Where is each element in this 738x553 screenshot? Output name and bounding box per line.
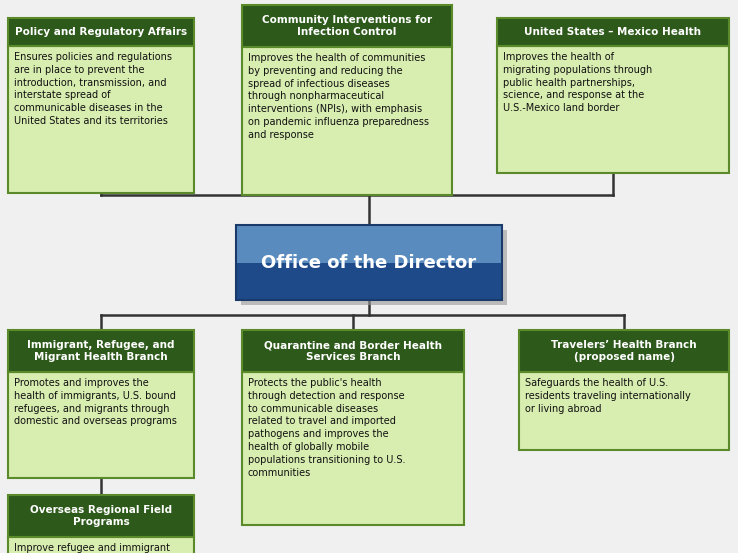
Text: Policy and Regulatory Affairs: Policy and Regulatory Affairs [15, 27, 187, 37]
Bar [236, 225, 502, 263]
Bar [519, 330, 729, 372]
Bar [8, 18, 194, 46]
Text: Immigrant, Refugee, and
Migrant Health Branch: Immigrant, Refugee, and Migrant Health B… [27, 340, 175, 362]
Text: Protects the public's health
through detection and response
to communicable dise: Protects the public's health through det… [248, 378, 405, 478]
Bar [8, 46, 194, 193]
Text: Improves the health of
migrating populations through
public health partnerships,: Improves the health of migrating populat… [503, 52, 652, 113]
Bar [242, 5, 452, 47]
Text: Promotes and improves the
health of immigrants, U.S. bound
refugees, and migrant: Promotes and improves the health of immi… [14, 378, 177, 426]
Text: Improve refugee and immigrant
health through regional field
programs in Africa (: Improve refugee and immigrant health thr… [14, 543, 170, 553]
Bar [8, 330, 194, 372]
Bar [236, 225, 502, 300]
Text: Quarantine and Border Health
Services Branch: Quarantine and Border Health Services Br… [264, 340, 442, 362]
Text: Overseas Regional Field
Programs: Overseas Regional Field Programs [30, 505, 172, 527]
Bar [497, 18, 729, 46]
Bar [8, 537, 194, 553]
Text: Community Interventions for
Infection Control: Community Interventions for Infection Co… [262, 15, 432, 37]
Text: Safeguards the health of U.S.
residents traveling internationally
or living abro: Safeguards the health of U.S. residents … [525, 378, 691, 414]
Bar [242, 47, 452, 195]
Bar [241, 230, 507, 305]
Text: Office of the Director: Office of the Director [261, 253, 477, 272]
Text: Ensures policies and regulations
are in place to prevent the
introduction, trans: Ensures policies and regulations are in … [14, 52, 172, 126]
Bar [236, 263, 502, 300]
Text: Travelers’ Health Branch
(proposed name): Travelers’ Health Branch (proposed name) [551, 340, 697, 362]
Text: Improves the health of communities
by preventing and reducing the
spread of infe: Improves the health of communities by pr… [248, 53, 429, 140]
Bar [519, 372, 729, 450]
Text: United States – Mexico Health: United States – Mexico Health [525, 27, 702, 37]
Bar [8, 495, 194, 537]
Bar [242, 330, 464, 372]
Bar [497, 46, 729, 173]
Bar [242, 372, 464, 525]
Bar [8, 372, 194, 478]
